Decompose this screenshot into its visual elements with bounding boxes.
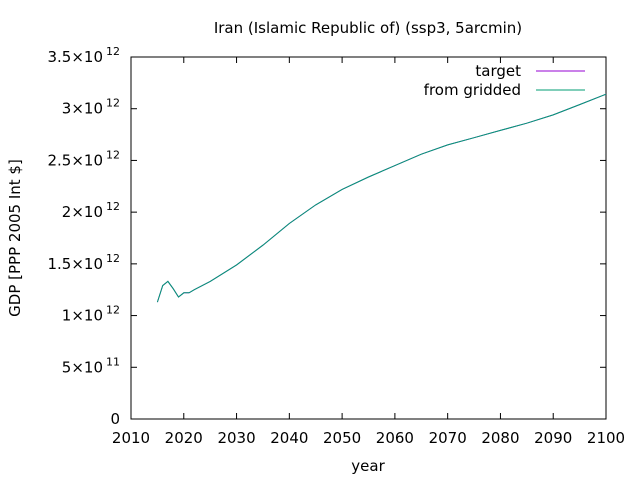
- x-axis: 2010 2020 2030 2040 2050 2060 2070 2080 2090 2100: [112, 57, 625, 447]
- y-tick-exponent: 12: [106, 200, 120, 213]
- x-tick-label: 2050: [323, 429, 361, 447]
- legend-label: target: [475, 62, 521, 80]
- y-tick-mantissa: 0: [110, 410, 120, 428]
- chart-title: Iran (Islamic Republic of) (ssp3, 5arcmi…: [214, 19, 522, 37]
- y-tick-label: 3.5×10 12: [47, 45, 120, 66]
- y-tick-exponent: 11: [106, 355, 120, 368]
- legend-label: from gridded: [424, 81, 521, 99]
- y-tick-mantissa: 5×10: [62, 358, 103, 376]
- y-tick-label: 1×10 12: [62, 304, 120, 325]
- x-axis-label: year: [351, 457, 385, 475]
- y-tick-label: 2×10 12: [62, 200, 120, 221]
- y-tick-exponent: 12: [106, 148, 120, 161]
- y-tick-label: 2.5×10 12: [47, 148, 120, 169]
- y-tick-mantissa: 1×10: [62, 307, 103, 325]
- x-tick-label: 2040: [270, 429, 308, 447]
- y-tick-label: 0: [110, 410, 120, 428]
- y-tick-mantissa: 2×10: [62, 203, 103, 221]
- x-tick-label: 2010: [112, 429, 150, 447]
- x-tick-label: 2030: [217, 429, 255, 447]
- y-tick-mantissa: 1.5×10: [47, 255, 103, 273]
- y-axis: 05×10 111×10 121.5×10 122×10 122.5×10 123×10 1…: [47, 45, 606, 428]
- x-tick-label: 2090: [534, 429, 572, 447]
- series-line-0: [156, 93, 607, 303]
- y-tick-mantissa: 2.5×10: [47, 151, 103, 169]
- y-tick-mantissa: 3×10: [62, 100, 103, 118]
- series-line-1: [156, 93, 607, 303]
- x-tick-label: 2020: [165, 429, 203, 447]
- series-lines: [156, 93, 607, 303]
- x-tick-label: 2060: [376, 429, 414, 447]
- y-tick-exponent: 12: [106, 97, 120, 110]
- y-tick-label: 5×10 11: [62, 355, 120, 376]
- y-tick-exponent: 12: [106, 252, 120, 265]
- x-tick-label: 2100: [587, 429, 625, 447]
- y-tick-exponent: 12: [106, 304, 120, 317]
- x-tick-label: 2070: [429, 429, 467, 447]
- y-axis-label: GDP [PPP 2005 Int $]: [6, 159, 24, 317]
- y-tick-label: 1.5×10 12: [47, 252, 120, 273]
- x-tick-label: 2080: [481, 429, 519, 447]
- y-tick-label: 3×10 12: [62, 97, 120, 118]
- y-tick-mantissa: 3.5×10: [47, 48, 103, 66]
- plot-frame: [130, 56, 607, 420]
- y-tick-exponent: 12: [106, 45, 120, 58]
